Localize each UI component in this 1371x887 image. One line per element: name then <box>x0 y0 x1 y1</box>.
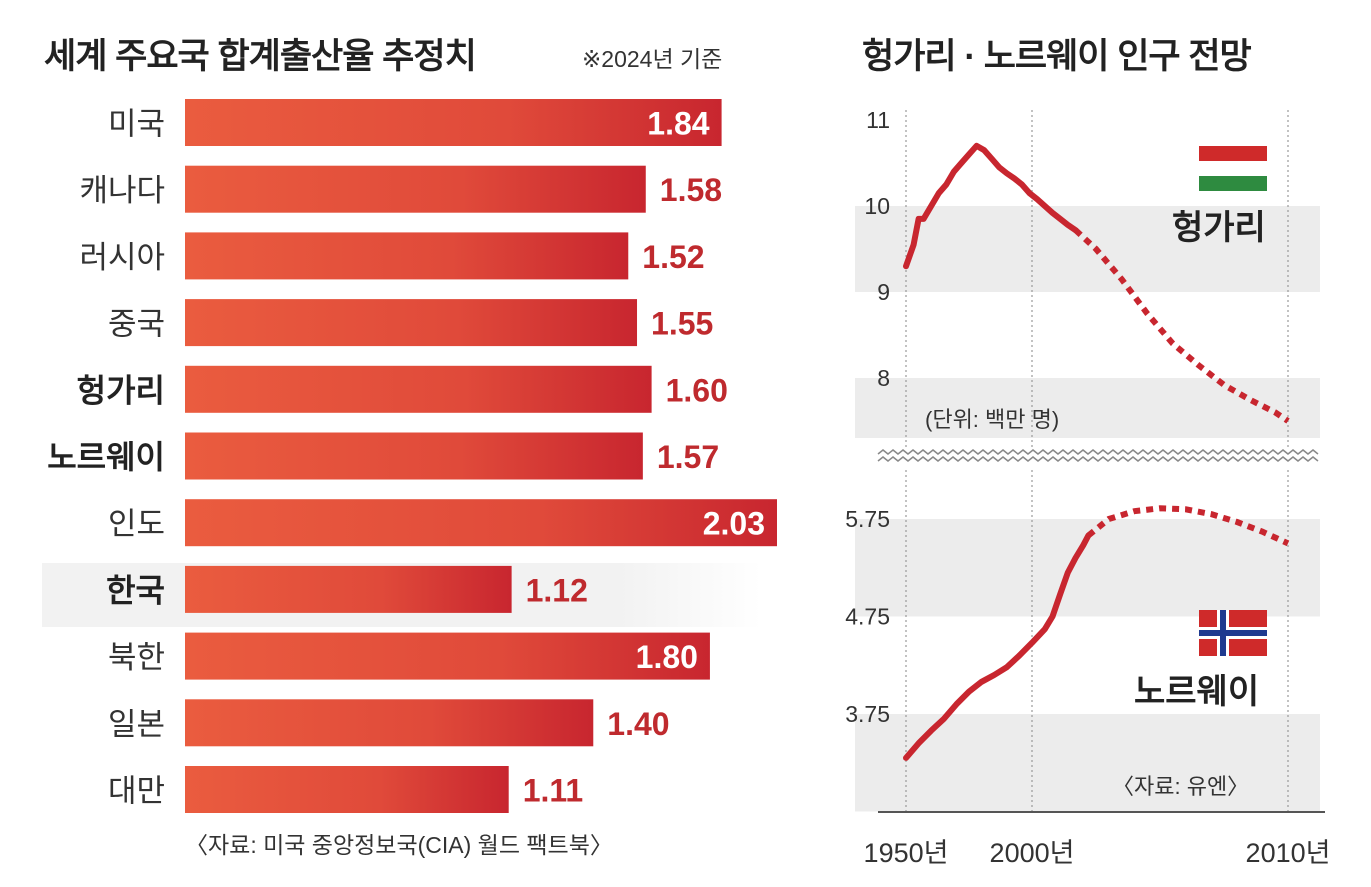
category-label: 헝가리 <box>77 372 165 408</box>
hungary-flag-icon <box>1199 146 1267 191</box>
category-label: 대만 <box>108 774 165 809</box>
category-label: 노르웨이 <box>47 439 165 475</box>
value-label: 1.52 <box>642 239 704 275</box>
value-label: 1.58 <box>660 172 722 208</box>
norway-actual-line <box>903 532 1092 761</box>
x-tick-label: 2000년 <box>990 838 1075 868</box>
bar <box>185 499 777 547</box>
value-label: 1.12 <box>526 572 588 608</box>
flags-group <box>1199 146 1267 656</box>
line-chart-background <box>855 206 1320 812</box>
bar <box>185 432 643 480</box>
category-label: 캐나다 <box>79 173 165 208</box>
category-label: 북한 <box>108 640 165 675</box>
left-chart-note: ※2024년 기준 <box>582 46 723 72</box>
axis-break-line <box>877 456 1319 462</box>
y-tick-label: 10 <box>864 193 890 219</box>
right-chart-title: 헝가리 · 노르웨이 인구 전망 <box>862 37 1252 76</box>
value-label: 1.80 <box>636 639 698 675</box>
x-tick-label: 1950년 <box>864 838 949 868</box>
right-source: 〈자료: 유엔〉 <box>1112 774 1250 799</box>
value-label: 2.03 <box>703 506 765 542</box>
category-label: 인도 <box>108 507 165 542</box>
category-label: 미국 <box>108 107 165 142</box>
bar <box>185 299 638 347</box>
bar <box>185 99 722 146</box>
grid-band <box>855 206 1320 292</box>
hungary-label: 헝가리 <box>1172 209 1266 247</box>
y-tick-label: 4.75 <box>845 604 890 630</box>
bar <box>185 365 652 413</box>
value-label: 1.84 <box>647 106 709 142</box>
value-label: 1.60 <box>666 372 728 408</box>
value-label: 1.11 <box>523 773 584 809</box>
bar <box>185 565 512 613</box>
unit-note: (단위: 백만 명) <box>925 407 1060 432</box>
bars-group: 미국 1.84 캐나다 1.58 러시아 1.52 중국 1.55 헝가리 1.60 노르웨이 1.5… <box>47 99 777 813</box>
y-tick-label: 5.75 <box>845 506 890 532</box>
bar <box>185 232 629 280</box>
bar <box>185 165 646 213</box>
y-tick-label: 11 <box>866 107 890 133</box>
y-tick-label: 3.75 <box>845 701 890 727</box>
grid-band <box>855 714 1320 812</box>
population-line-chart: 11 10 9 8 5.75 4.75 3.75 1950년 2000년 2010년 <box>845 107 1331 868</box>
left-chart-title: 세계 주요국 합계출산율 추정치 <box>44 37 477 76</box>
norway-flag-icon <box>1199 610 1267 656</box>
y-tick-label: 8 <box>877 365 890 391</box>
line-chart-series <box>903 142 1290 761</box>
hungary-actual-line <box>903 142 1079 270</box>
bar <box>185 632 710 680</box>
norway-label: 노르웨이 <box>1134 673 1260 711</box>
category-label: 한국 <box>106 572 165 608</box>
axis-break-line <box>877 449 1319 455</box>
grid-band <box>855 378 1320 438</box>
norway-projected-line <box>1086 505 1290 547</box>
category-label: 중국 <box>108 307 165 342</box>
y-tick-label: 9 <box>877 279 890 305</box>
value-label: 1.40 <box>607 706 669 742</box>
category-label: 러시아 <box>79 240 165 275</box>
bar <box>185 766 509 813</box>
x-tick-label: 2010년 <box>1246 838 1331 868</box>
value-label: 1.55 <box>651 306 713 342</box>
category-label: 일본 <box>108 707 165 742</box>
left-source: 〈자료: 미국 중앙정보국(CIA) 월드 팩트북〉 <box>185 832 613 858</box>
value-label: 1.57 <box>657 439 719 475</box>
bar <box>185 699 594 747</box>
fertility-bar-chart: 미국 1.84 캐나다 1.58 러시아 1.52 중국 1.55 헝가리 1.60 노르웨이 1.5… <box>47 99 777 813</box>
